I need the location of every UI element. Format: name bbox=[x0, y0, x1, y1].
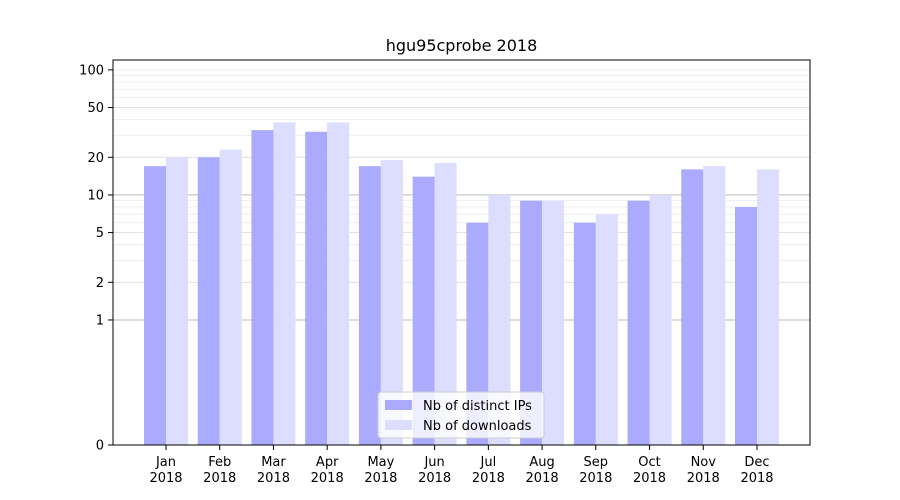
bar-downloads bbox=[757, 169, 779, 445]
y-tick-label: 100 bbox=[79, 63, 104, 78]
bar-downloads bbox=[273, 122, 296, 445]
x-tick-label-month: Oct bbox=[638, 455, 660, 470]
x-tick-label-year: 2018 bbox=[149, 471, 182, 486]
x-tick-label-year: 2018 bbox=[579, 471, 612, 486]
x-tick-label-month: Jun bbox=[423, 455, 444, 470]
x-tick-label-year: 2018 bbox=[311, 471, 344, 486]
x-tick-label-year: 2018 bbox=[526, 471, 559, 486]
y-tick-label: 2 bbox=[96, 276, 104, 291]
x-tick-label-month: May bbox=[367, 455, 394, 470]
legend-label: Nb of distinct IPs bbox=[423, 399, 532, 414]
x-tick-label-month: Nov bbox=[691, 455, 717, 470]
x-tick-label-year: 2018 bbox=[740, 471, 773, 486]
bar-distinct-ips bbox=[412, 176, 435, 445]
bar-downloads bbox=[434, 163, 457, 445]
bar-distinct-ips bbox=[573, 222, 596, 445]
bar-downloads bbox=[327, 122, 350, 445]
bar-distinct-ips bbox=[466, 222, 489, 445]
bar-downloads bbox=[166, 157, 188, 445]
x-axis: Jan2018Feb2018Mar2018Apr2018May2018Jun20… bbox=[149, 445, 774, 486]
x-tick-label-year: 2018 bbox=[472, 471, 505, 486]
bar-downloads bbox=[380, 160, 403, 445]
bar-distinct-ips bbox=[358, 166, 381, 445]
y-tick-label: 10 bbox=[87, 188, 104, 203]
legend-swatch bbox=[385, 400, 412, 410]
bars bbox=[144, 122, 779, 446]
x-tick-label-year: 2018 bbox=[364, 471, 397, 486]
y-tick-label: 0 bbox=[96, 439, 104, 454]
x-tick-label-month: Apr bbox=[316, 455, 339, 470]
bar-distinct-ips bbox=[251, 130, 274, 445]
x-tick-label-month: Jan bbox=[155, 455, 176, 470]
y-tick-label: 1 bbox=[96, 313, 104, 328]
legend-swatch bbox=[385, 420, 412, 430]
x-tick-label-year: 2018 bbox=[418, 471, 451, 486]
y-tick-label: 20 bbox=[87, 151, 104, 166]
y-tick-label: 5 bbox=[96, 226, 104, 241]
bar-distinct-ips bbox=[197, 157, 220, 445]
x-tick-label-year: 2018 bbox=[257, 471, 290, 486]
x-tick-label-month: Feb bbox=[208, 455, 231, 470]
x-tick-label-year: 2018 bbox=[687, 471, 720, 486]
bar-downloads bbox=[219, 149, 242, 446]
legend-box bbox=[377, 391, 545, 439]
chart-title: hgu95cprobe 2018 bbox=[386, 36, 538, 55]
x-tick-label-month: Mar bbox=[261, 455, 286, 470]
x-tick-label-month: Jul bbox=[480, 455, 497, 470]
bar-distinct-ips bbox=[681, 169, 704, 445]
bar-downloads bbox=[488, 194, 511, 445]
bar-downloads bbox=[703, 166, 726, 445]
bar-distinct-ips bbox=[627, 200, 650, 445]
bar-downloads bbox=[595, 214, 618, 445]
x-tick-label-year: 2018 bbox=[633, 471, 666, 486]
bar-downloads bbox=[542, 200, 565, 445]
bar-distinct-ips bbox=[520, 200, 543, 445]
plot-frame bbox=[112, 59, 811, 446]
bar-distinct-ips bbox=[305, 131, 328, 445]
bar-distinct-ips bbox=[144, 166, 166, 445]
x-tick-label-month: Dec bbox=[744, 455, 769, 470]
x-tick-label-year: 2018 bbox=[203, 471, 236, 486]
y-axis: 0 1 2 5 10 20 50 100 bbox=[79, 63, 113, 454]
legend: Nb of distinct IPs Nb of downloads bbox=[377, 391, 545, 439]
bar-distinct-ips bbox=[735, 207, 757, 445]
bar-downloads bbox=[649, 194, 672, 445]
y-tick-label: 50 bbox=[87, 101, 104, 116]
x-tick-label-month: Sep bbox=[584, 455, 609, 470]
legend-label: Nb of downloads bbox=[423, 419, 532, 434]
x-tick-label-month: Aug bbox=[529, 455, 554, 470]
